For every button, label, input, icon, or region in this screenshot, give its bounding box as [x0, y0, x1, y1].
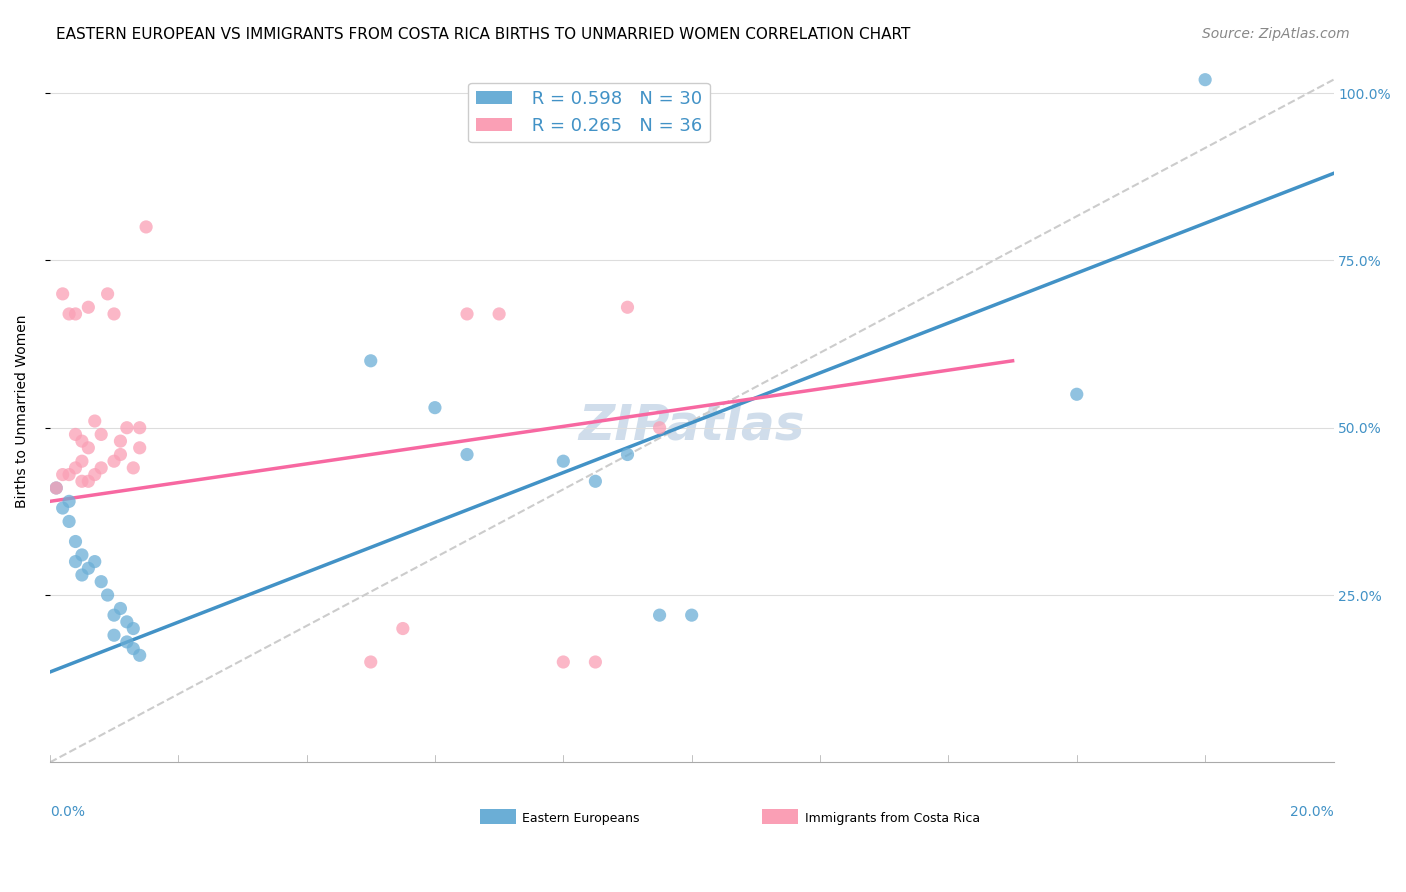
Point [70, 454, 93, 468]
Point [70, 548, 93, 562]
Text: Source: ZipAtlas.com: Source: ZipAtlas.com [1202, 27, 1350, 41]
Point [58, 307, 80, 321]
Point [97, 286, 120, 301]
Point [423, 401, 446, 415]
Point [122, 641, 145, 656]
Text: EASTERN EUROPEAN VS IMMIGRANTS FROM COSTA RICA BIRTHS TO UNMARRIED WOMEN CORRELA: EASTERN EUROPEAN VS IMMIGRANTS FROM COST… [56, 27, 911, 42]
Point [65, 534, 87, 549]
Point [77, 561, 100, 575]
Legend:  R = 0.598   N = 30,  R = 0.265   N = 36: R = 0.598 N = 30, R = 0.265 N = 36 [468, 83, 710, 142]
Text: 20.0%: 20.0% [1289, 805, 1333, 819]
Point [122, 461, 145, 475]
Point [52, 286, 75, 301]
Text: ZIPatlas: ZIPatlas [578, 401, 804, 449]
Point [115, 421, 138, 435]
Point [1066, 387, 1088, 401]
Point [110, 448, 132, 462]
Point [553, 655, 575, 669]
Point [90, 427, 112, 442]
Point [110, 601, 132, 615]
Point [90, 461, 112, 475]
Point [583, 655, 606, 669]
Point [83, 467, 105, 482]
Y-axis label: Births to Unmarried Women: Births to Unmarried Women [15, 314, 30, 508]
Point [616, 300, 638, 314]
Point [360, 655, 382, 669]
Point [97, 588, 120, 602]
Point [122, 622, 145, 636]
Point [45, 481, 67, 495]
Point [65, 427, 87, 442]
Point [488, 307, 510, 321]
Point [77, 441, 100, 455]
Point [58, 515, 80, 529]
Point [70, 568, 93, 582]
Point [83, 414, 105, 428]
Point [45, 481, 67, 495]
Point [77, 300, 100, 314]
Point [103, 454, 125, 468]
Point [83, 555, 105, 569]
Point [70, 475, 93, 489]
Point [65, 461, 87, 475]
Point [392, 622, 415, 636]
Point [70, 434, 93, 449]
Point [681, 608, 703, 623]
Point [456, 448, 478, 462]
Point [58, 494, 80, 508]
Bar [762, 809, 799, 824]
Point [58, 467, 80, 482]
Point [65, 307, 87, 321]
Point [77, 475, 100, 489]
Point [115, 635, 138, 649]
Point [103, 307, 125, 321]
Point [128, 421, 150, 435]
Point [360, 353, 382, 368]
Point [128, 441, 150, 455]
Point [616, 448, 638, 462]
Point [52, 501, 75, 516]
Bar [479, 809, 516, 824]
Point [110, 434, 132, 449]
Text: Immigrants from Costa Rica: Immigrants from Costa Rica [804, 812, 980, 824]
Point [648, 421, 671, 435]
Text: Eastern Europeans: Eastern Europeans [522, 812, 640, 824]
Point [65, 555, 87, 569]
Point [583, 475, 606, 489]
Point [103, 608, 125, 623]
Point [648, 608, 671, 623]
Text: 0.0%: 0.0% [49, 805, 84, 819]
Point [1194, 72, 1216, 87]
Point [52, 467, 75, 482]
Point [135, 219, 157, 234]
Point [103, 628, 125, 642]
Point [128, 648, 150, 663]
Point [115, 615, 138, 629]
Point [553, 454, 575, 468]
Point [90, 574, 112, 589]
Point [456, 307, 478, 321]
